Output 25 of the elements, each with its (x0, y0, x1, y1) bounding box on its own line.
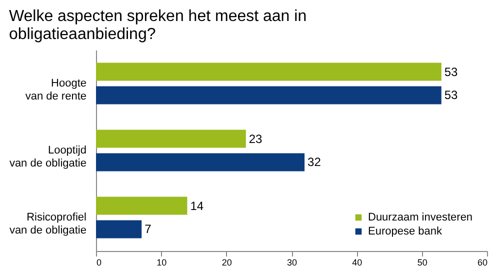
bar (96, 220, 142, 238)
data-label: 23 (248, 132, 263, 146)
bar (96, 86, 442, 104)
x-tick-label: 40 (352, 258, 362, 268)
x-tick-label: 20 (222, 258, 232, 268)
bar (96, 62, 442, 81)
x-tick-label: 0 (96, 258, 102, 268)
data-label: 32 (308, 155, 322, 170)
x-tick-label: 10 (156, 258, 167, 268)
data-label: 14 (190, 198, 204, 213)
y-tick-label: Hoogte van de rente (25, 78, 86, 102)
x-tick-label: 60 (477, 258, 488, 268)
y-tick-label: Risicoprofiel van de obligatie (9, 212, 86, 236)
x-tick-label: 50 (417, 258, 428, 268)
bar (96, 196, 188, 215)
data-label: 7 (144, 222, 152, 236)
chart-title: Welke aspecten spreken het meest aan in obligatieaanbieding? (8, 8, 307, 43)
x-tick-label: 30 (286, 258, 298, 268)
legend-label: Duurzaam investeren (368, 212, 473, 224)
bar (96, 130, 246, 148)
data-label: 53 (444, 64, 458, 79)
data-label: 53 (444, 88, 458, 102)
bar (96, 153, 305, 172)
y-tick-label: Looptijd van de obligatie (9, 144, 86, 170)
legend-label: Europese bank (368, 226, 442, 238)
